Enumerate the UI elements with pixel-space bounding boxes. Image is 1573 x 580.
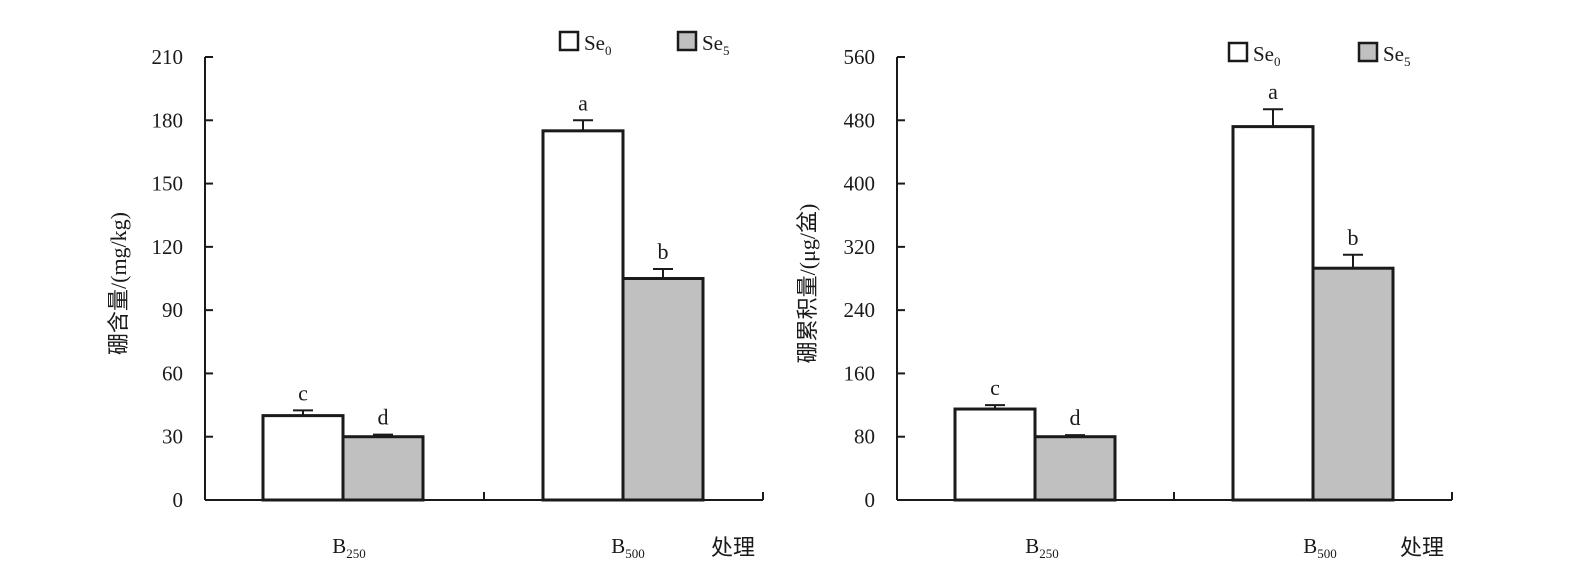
category-label-main: B (332, 534, 346, 558)
significance-letter: d (378, 405, 389, 430)
legend-label-se5-main: Se (1383, 42, 1404, 66)
x-axis-label: 处理 (1400, 535, 1444, 560)
legend-label-se5-sub: 5 (1404, 54, 1411, 69)
y-tick-label: 0 (865, 488, 876, 512)
bar-se5-b500 (621, 277, 705, 502)
bar-se0-b500 (541, 129, 625, 502)
y-tick-label: 400 (844, 172, 876, 196)
category-label: B250 (332, 534, 366, 561)
significance-letter: b (1348, 225, 1359, 250)
bar-se5-b500 (1311, 266, 1395, 502)
y-tick-label: 240 (844, 298, 876, 322)
significance-letter: a (578, 90, 588, 115)
bar-se0-b250 (953, 407, 1037, 502)
category-label-sub: 500 (1317, 546, 1337, 561)
legend-label-se5: Se5 (702, 31, 730, 58)
y-tick-label: 60 (162, 361, 183, 385)
legend-swatch-se0 (558, 30, 580, 52)
y-tick-label: 120 (152, 235, 184, 259)
y-tick-label: 180 (152, 108, 184, 132)
legend-label-se0-sub: 0 (1274, 54, 1281, 69)
legend-swatch-se5 (676, 30, 698, 52)
y-axis-label: 硼含量/(mg/kg) (106, 212, 131, 355)
significance-letter: c (298, 380, 308, 405)
category-label: B500 (1303, 534, 1337, 561)
chart-panel-boron-content: 0306090120150180210硼含量/(mg/kg)cdB250abB5… (106, 30, 764, 561)
legend-label-se0: Se0 (1253, 42, 1281, 69)
legend-label-se0: Se0 (584, 31, 612, 58)
legend-label-se5: Se5 (1383, 42, 1411, 69)
y-tick-label: 160 (844, 361, 876, 385)
y-tick-label: 0 (173, 488, 184, 512)
y-tick-label: 30 (162, 425, 183, 449)
category-label-main: B (1303, 534, 1317, 558)
category-label-main: B (1025, 534, 1039, 558)
bar-se0-b250 (261, 414, 345, 502)
bar-se0-b500 (1231, 125, 1315, 502)
legend-label-se0-main: Se (584, 31, 605, 55)
significance-letter: b (658, 239, 669, 264)
significance-letter: d (1070, 405, 1081, 430)
y-tick-label: 80 (854, 425, 875, 449)
legend-label-se5-main: Se (702, 31, 723, 55)
bar-se5-b250 (341, 435, 425, 502)
legend-label-se0-sub: 0 (605, 43, 612, 58)
y-tick-label: 320 (844, 235, 876, 259)
legend-swatch-se5 (1357, 41, 1379, 63)
y-tick-label: 560 (844, 45, 876, 69)
legend-label-se0-main: Se (1253, 42, 1274, 66)
y-tick-label: 210 (152, 45, 184, 69)
category-label-sub: 250 (1039, 546, 1059, 561)
category-label: B500 (611, 534, 645, 561)
category-label: B250 (1025, 534, 1059, 561)
x-axis-label: 处理 (711, 535, 755, 560)
chart-panel-boron-accumulation: 080160240320400480560硼累积量/(μg/盆)cdB250ab… (795, 41, 1453, 561)
significance-letter: a (1268, 79, 1278, 104)
y-axis-label: 硼累积量/(μg/盆) (795, 204, 820, 364)
y-tick-label: 150 (152, 172, 184, 196)
category-label-sub: 500 (625, 546, 645, 561)
legend-swatch-se0 (1227, 41, 1249, 63)
y-tick-label: 90 (162, 298, 183, 322)
category-label-main: B (611, 534, 625, 558)
legend-label-se5-sub: 5 (723, 43, 730, 58)
significance-letter: c (990, 375, 1000, 400)
bar-se5-b250 (1033, 435, 1117, 502)
y-tick-label: 480 (844, 108, 876, 132)
category-label-sub: 250 (346, 546, 366, 561)
